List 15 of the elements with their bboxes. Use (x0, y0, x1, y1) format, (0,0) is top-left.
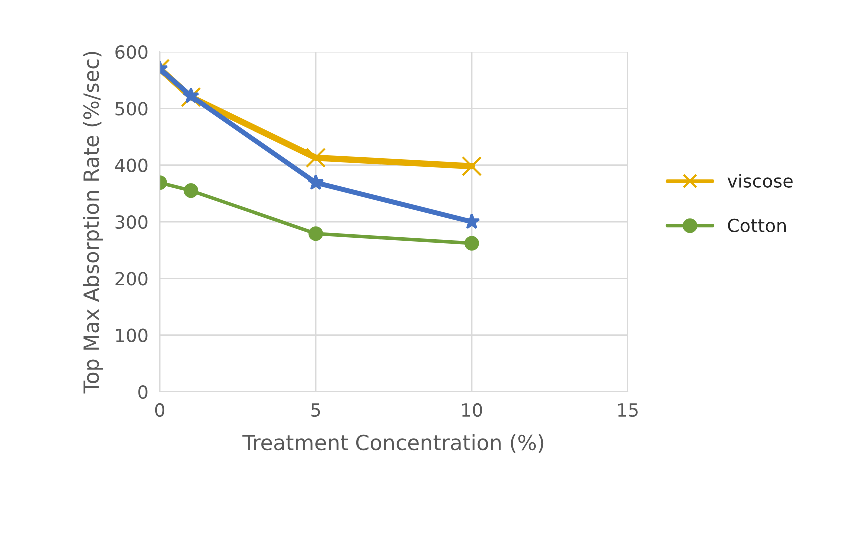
y-tick-label: 400 (115, 158, 148, 172)
x-axis-title: Treatment Concentration (%) (242, 434, 544, 454)
y-tick-label: 0 (138, 385, 148, 400)
x-tick-label: 15 (618, 404, 638, 418)
legend-label: viscose (728, 174, 793, 188)
y-tick-label: 300 (116, 215, 148, 230)
legend-label: Cotton (728, 218, 786, 233)
y-axis-title: Top Max Absorption Rate (%/sec) (83, 52, 104, 394)
y-tick-label: 500 (116, 102, 148, 116)
x-tick-label: 0 (155, 403, 165, 418)
y-tick-label: 200 (116, 272, 148, 286)
y-tick-label: 100 (116, 328, 148, 342)
y-tick-label: 600 (116, 45, 148, 60)
x-tick-label: 10 (462, 403, 482, 418)
x-tick-label: 5 (312, 404, 320, 418)
